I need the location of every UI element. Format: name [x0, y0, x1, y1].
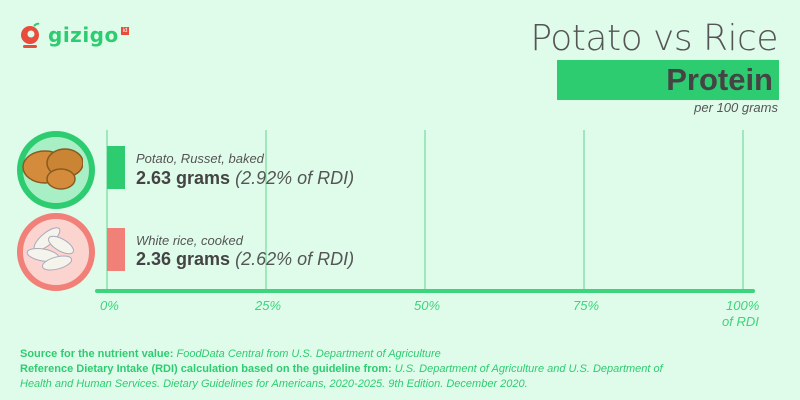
source-label: Source for the nutrient value: — [20, 348, 174, 360]
subtitle: per 100 grams — [694, 100, 778, 115]
potato-icon — [17, 131, 95, 209]
rice-name: White rice, cooked — [136, 233, 243, 248]
brand-logo: gizigo id — [20, 22, 130, 48]
gridline-25 — [265, 130, 267, 290]
rdi-label: Reference Dietary Intake (RDI) calculati… — [20, 363, 392, 375]
page-title: Potato vs Rice — [530, 18, 778, 59]
x-axis — [95, 289, 755, 293]
tick-label: 50% — [414, 298, 441, 313]
gridline-50 — [424, 130, 426, 290]
brand-badge: id — [120, 27, 130, 35]
tick-label: 100% — [726, 298, 760, 313]
potato-bar — [107, 146, 125, 189]
axis-unit: of RDI — [722, 314, 759, 329]
rice-rdi: (2.62% of RDI) — [235, 249, 355, 269]
source-value: FoodData Central from U.S. Department of… — [176, 348, 441, 360]
rice-grams: 2.36 grams — [136, 249, 231, 269]
nutrient-banner: Protein — [557, 60, 779, 100]
potato-value: 2.63 grams (2.92% of RDI) — [136, 168, 354, 189]
rice-value: 2.36 grams (2.62% of RDI) — [136, 249, 354, 270]
potato-rdi: (2.92% of RDI) — [235, 168, 355, 188]
rdi-value: U.S. Department of Agriculture and U.S. … — [20, 363, 663, 390]
nutrient-label: Protein — [666, 62, 773, 97]
rice-bar — [107, 228, 125, 271]
apple-logo-icon — [21, 22, 40, 48]
gridline-75 — [583, 130, 585, 290]
tick-label: 25% — [255, 298, 282, 313]
gridline-0 — [106, 130, 108, 290]
potato-grams: 2.63 grams — [136, 168, 231, 188]
gridline-100 — [742, 130, 744, 290]
brand-name: gizigo — [48, 23, 119, 47]
rice-icon — [17, 213, 95, 291]
tick-label: 0% — [100, 298, 119, 313]
potato-name: Potato, Russet, baked — [136, 151, 264, 166]
footer-sources: Source for the nutrient value: FoodData … — [20, 347, 690, 392]
tick-label: 75% — [573, 298, 600, 313]
